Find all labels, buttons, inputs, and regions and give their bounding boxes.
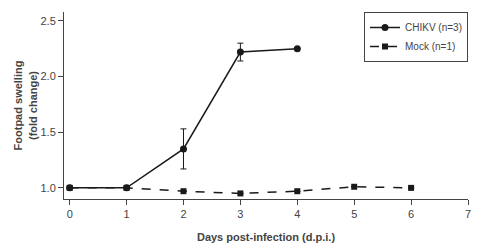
svg-text:2: 2 (180, 208, 186, 220)
svg-text:1: 1 (124, 208, 130, 220)
svg-text:Days post-infection (d.p.i.): Days post-infection (d.p.i.) (197, 231, 335, 243)
svg-text:6: 6 (408, 208, 414, 220)
svg-text:7: 7 (465, 208, 471, 220)
svg-text:Mock (n=1): Mock (n=1) (405, 41, 455, 52)
svg-text:2.5: 2.5 (41, 15, 56, 27)
svg-text:CHIKV (n=3): CHIKV (n=3) (405, 22, 462, 33)
svg-text:2.0: 2.0 (41, 70, 56, 82)
svg-text:1.5: 1.5 (41, 126, 56, 138)
svg-text:0: 0 (67, 208, 73, 220)
svg-text:4: 4 (294, 208, 300, 220)
svg-text:1.0: 1.0 (41, 182, 56, 194)
svg-text:5: 5 (351, 208, 357, 220)
svg-text:Footpad swelling(fold change): Footpad swelling(fold change) (12, 61, 38, 151)
svg-text:3: 3 (237, 208, 243, 220)
